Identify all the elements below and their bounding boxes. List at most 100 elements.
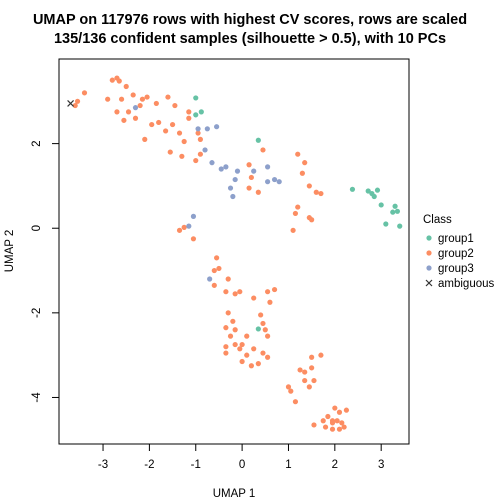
point-group3 (204, 126, 210, 132)
point-group1 (255, 137, 261, 143)
point-group2 (302, 160, 308, 166)
legend-marker-group3 (426, 265, 432, 271)
point-group2 (232, 291, 238, 297)
point-group3 (132, 105, 139, 111)
point-group3 (207, 276, 213, 282)
point-group2 (239, 358, 245, 365)
x-tick-label: 1 (285, 459, 291, 471)
point-group2 (176, 130, 183, 136)
point-group2 (223, 344, 229, 350)
x-tick-label: -1 (191, 459, 201, 471)
point-group2 (341, 424, 347, 430)
point-group2 (132, 115, 139, 121)
point-group2 (265, 354, 271, 360)
point-group2 (195, 130, 201, 136)
point-group2 (227, 333, 234, 339)
point-group2 (309, 365, 315, 371)
point-group2 (232, 341, 238, 348)
x-axis: -3 -2 -1 0 1 2 3 (98, 443, 384, 471)
point-group2 (325, 413, 331, 420)
point-group1 (371, 193, 377, 200)
point-group2 (339, 420, 345, 426)
legend-marker-group1 (426, 235, 432, 241)
point-group1 (392, 203, 398, 209)
point-group2 (336, 409, 343, 415)
point-group2 (176, 227, 183, 233)
point-group1 (365, 188, 371, 194)
point-group2 (302, 369, 308, 375)
point-group2 (223, 350, 229, 356)
point-group2 (336, 426, 343, 432)
point-group1 (349, 186, 356, 192)
point-group2 (109, 77, 115, 83)
point-group3 (276, 179, 282, 185)
point-group2 (329, 420, 336, 426)
point-group3 (195, 126, 201, 132)
point-group1 (390, 209, 396, 215)
legend-marker-group2 (426, 250, 432, 256)
x-tick-label: 3 (378, 459, 384, 471)
point-group2 (309, 354, 315, 360)
point-group2 (318, 352, 324, 358)
point-group2 (292, 399, 299, 405)
point-group2 (332, 405, 338, 411)
legend-label-ambiguous: ambiguous (438, 278, 495, 290)
point-group2 (142, 136, 148, 142)
point-group2 (186, 115, 192, 121)
point-group2 (248, 174, 254, 181)
point-group2 (214, 255, 220, 261)
point-group1 (255, 326, 261, 332)
point-group2 (216, 265, 222, 272)
point-group2 (290, 227, 296, 233)
legend-label-group1: group1 (438, 233, 474, 245)
x-tick-label: 0 (239, 459, 245, 471)
point-group2 (260, 320, 266, 327)
point-group2 (251, 295, 257, 301)
point-group2 (258, 312, 264, 318)
point-group2 (81, 90, 88, 96)
point-group2 (343, 407, 350, 413)
point-group2 (230, 318, 236, 324)
point-group2 (267, 299, 273, 305)
point-group2 (153, 100, 159, 107)
point-group2 (197, 151, 203, 157)
point-group2 (260, 350, 266, 356)
legend: Class group1 group2 group3 ambiguous (423, 214, 495, 290)
y-axis-label: UMAP 2 (4, 230, 16, 273)
point-group3 (265, 164, 271, 170)
point-group2 (322, 424, 329, 430)
point-group2 (181, 138, 187, 145)
x-axis-label: UMAP 1 (213, 488, 256, 500)
point-group2 (244, 333, 250, 339)
point-group1 (374, 187, 381, 193)
point-group3 (223, 164, 229, 170)
point-group2 (299, 170, 305, 176)
point-ambiguous (67, 99, 75, 107)
data-points (67, 75, 403, 432)
x-tick-label: -2 (144, 459, 154, 471)
point-group2 (251, 346, 257, 352)
point-group2 (149, 121, 155, 128)
point-group2 (137, 102, 143, 109)
point-group2 (130, 92, 136, 98)
point-group2 (74, 98, 81, 104)
point-group2 (121, 117, 127, 123)
point-group2 (225, 310, 231, 316)
point-group2 (334, 418, 340, 424)
point-group2 (311, 422, 317, 428)
point-group1 (383, 221, 389, 227)
point-group2 (223, 289, 229, 295)
point-group2 (225, 276, 231, 282)
chart-title-line-1: UMAP on 117976 rows with highest CV scor… (33, 12, 467, 28)
point-group3 (271, 176, 278, 183)
point-group2 (125, 109, 132, 115)
point-group2 (237, 289, 243, 295)
point-group2 (260, 147, 266, 153)
point-group3 (190, 213, 197, 219)
point-group2 (306, 215, 312, 221)
point-group2 (116, 78, 122, 84)
point-group1 (193, 112, 199, 118)
y-tick-label: 0 (31, 225, 43, 231)
y-tick-label: 2 (31, 140, 43, 146)
